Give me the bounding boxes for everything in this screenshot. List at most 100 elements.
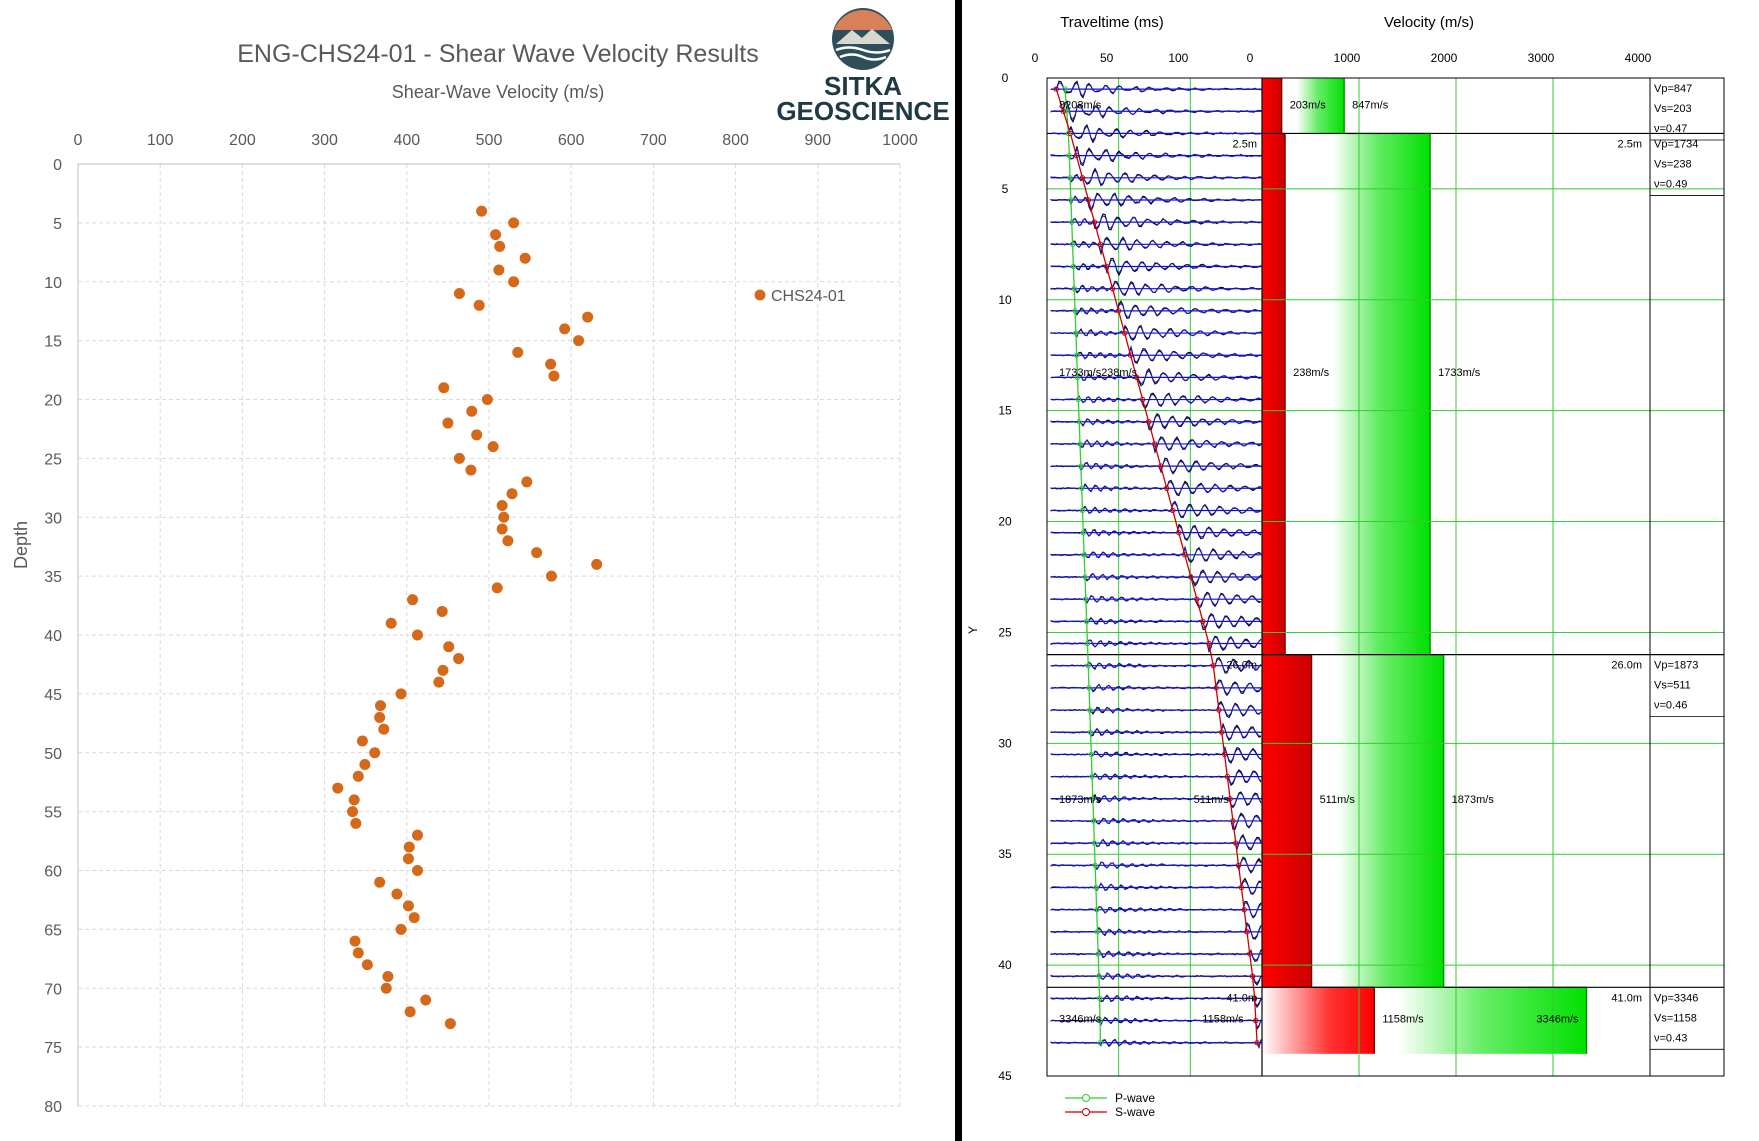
swave-pick <box>1247 951 1253 957</box>
data-point <box>402 853 414 865</box>
left-y-tick-label: 5 <box>53 216 62 233</box>
sitka-logo: SITKA GEOSCIENCE <box>776 8 950 126</box>
data-point <box>519 252 531 264</box>
vs-velocity-label: 1158m/s <box>1382 1013 1424 1025</box>
swave-pick <box>1170 507 1176 514</box>
data-point <box>545 570 557 582</box>
info-vs: Vs=1158 <box>1654 1012 1697 1024</box>
pwave-pick <box>1097 1040 1104 1046</box>
vp-velocity-label: 3346m/s <box>1536 1013 1579 1025</box>
seismic-trace <box>1050 949 1262 961</box>
info-vp: Vp=1873 <box>1654 660 1698 672</box>
data-point <box>491 582 503 594</box>
pwave-pick <box>1074 352 1080 358</box>
pwave-pick <box>1093 884 1099 891</box>
data-point <box>502 535 514 547</box>
legend-marker-chs24-01 <box>754 289 766 301</box>
data-point <box>407 594 419 606</box>
seismic-trace <box>1050 792 1262 807</box>
left-y-tick-label: 30 <box>44 510 62 527</box>
data-point <box>404 1006 416 1018</box>
seismic-trace <box>1050 459 1262 474</box>
vs-velocity-label: 511m/s <box>1320 794 1356 806</box>
left-vs-label: 238m/s <box>1101 367 1138 379</box>
data-point <box>438 382 450 394</box>
swave-pick <box>1188 574 1194 580</box>
data-point <box>374 700 386 712</box>
swave-pick <box>1067 130 1074 137</box>
data-point <box>473 299 485 311</box>
swave-pick <box>1253 1017 1259 1024</box>
data-point <box>378 723 390 735</box>
info-vs: Vs=238 <box>1654 158 1692 170</box>
data-point <box>490 229 502 241</box>
pwave-pick <box>1075 396 1082 403</box>
data-point <box>548 370 560 382</box>
seismic-trace <box>1050 146 1262 165</box>
pwave-pick <box>1096 973 1102 979</box>
left-y-tick-label: 45 <box>44 687 62 704</box>
depth-axis-label: Y <box>966 626 980 634</box>
swave-pick <box>1109 285 1116 292</box>
data-point <box>350 817 362 829</box>
pwave-pick <box>1088 751 1095 758</box>
traveltime-tick-label: 50 <box>1100 51 1114 65</box>
data-point <box>436 605 448 617</box>
seismic-trace <box>1050 346 1262 363</box>
swave-pick <box>1194 596 1200 602</box>
data-point <box>559 323 571 335</box>
data-point <box>411 629 423 641</box>
info-vp: Vp=1734 <box>1654 138 1698 150</box>
swave-pick <box>1085 197 1092 203</box>
swave-pick <box>1145 419 1152 425</box>
left-y-tick-label: 70 <box>44 981 62 998</box>
legend-swave-marker <box>1082 1108 1090 1116</box>
vs-velocity-label: 203m/s <box>1290 100 1327 112</box>
left-vs-label: 1158m/s <box>1202 1013 1244 1025</box>
swave-pick <box>1127 352 1134 358</box>
pwave-pick <box>1092 862 1098 869</box>
swave-pick <box>1206 640 1212 647</box>
seismic-trace <box>1050 747 1262 763</box>
swave-pick <box>1079 175 1086 181</box>
seismic-trace <box>1050 770 1262 785</box>
left-y-tick-label: 80 <box>44 1099 62 1116</box>
legend-pwave-marker <box>1082 1094 1090 1102</box>
pwave-pick-line <box>1064 89 1102 1043</box>
velocity-tick-label: 3000 <box>1528 51 1555 65</box>
pwave-pick <box>1095 951 1101 957</box>
left-y-tick-label: 40 <box>44 628 62 645</box>
seismic-trace <box>1050 300 1262 320</box>
data-point <box>494 240 506 252</box>
layer-depth-label: 41.0m <box>1611 992 1642 1004</box>
pwave-pick <box>1080 529 1087 536</box>
legend-label-chs24-01: CHS24-01 <box>771 288 846 305</box>
seismic-trace <box>1050 857 1262 872</box>
pwave-pick <box>1097 1017 1103 1024</box>
seismic-trace <box>1050 571 1262 585</box>
velocity-tick-label: 1000 <box>1334 51 1361 65</box>
logo-mountain-icon <box>836 29 890 44</box>
legend-pwave-label: P-wave <box>1115 1091 1155 1105</box>
data-point <box>476 205 488 217</box>
right-tick-labels: 0 50 100 0 1000 2000 3000 400005101520253035404… <box>998 51 1651 1083</box>
data-point <box>582 311 594 323</box>
pwave-pick <box>1072 308 1078 314</box>
seismic-trace <box>1050 593 1261 607</box>
left-scatter-chart: ENG-CHS24-01 - Shear Wave Velocity Resul… <box>11 8 950 1116</box>
seismic-trace <box>1050 125 1262 141</box>
seismic-trace <box>1050 902 1262 918</box>
data-point <box>453 653 465 665</box>
velocity-profile-fills <box>1262 78 1588 1054</box>
left-data-points <box>332 205 603 1030</box>
depth-tick-label: 20 <box>998 515 1012 529</box>
data-point <box>496 523 508 535</box>
data-point <box>411 829 423 841</box>
data-point <box>442 417 454 429</box>
vp-layer-fill <box>1296 78 1345 134</box>
swave-pick <box>1213 685 1219 691</box>
left-y-tick-label: 65 <box>44 922 62 939</box>
data-point <box>493 264 505 276</box>
data-point <box>496 499 508 511</box>
pwave-pick <box>1068 197 1074 203</box>
